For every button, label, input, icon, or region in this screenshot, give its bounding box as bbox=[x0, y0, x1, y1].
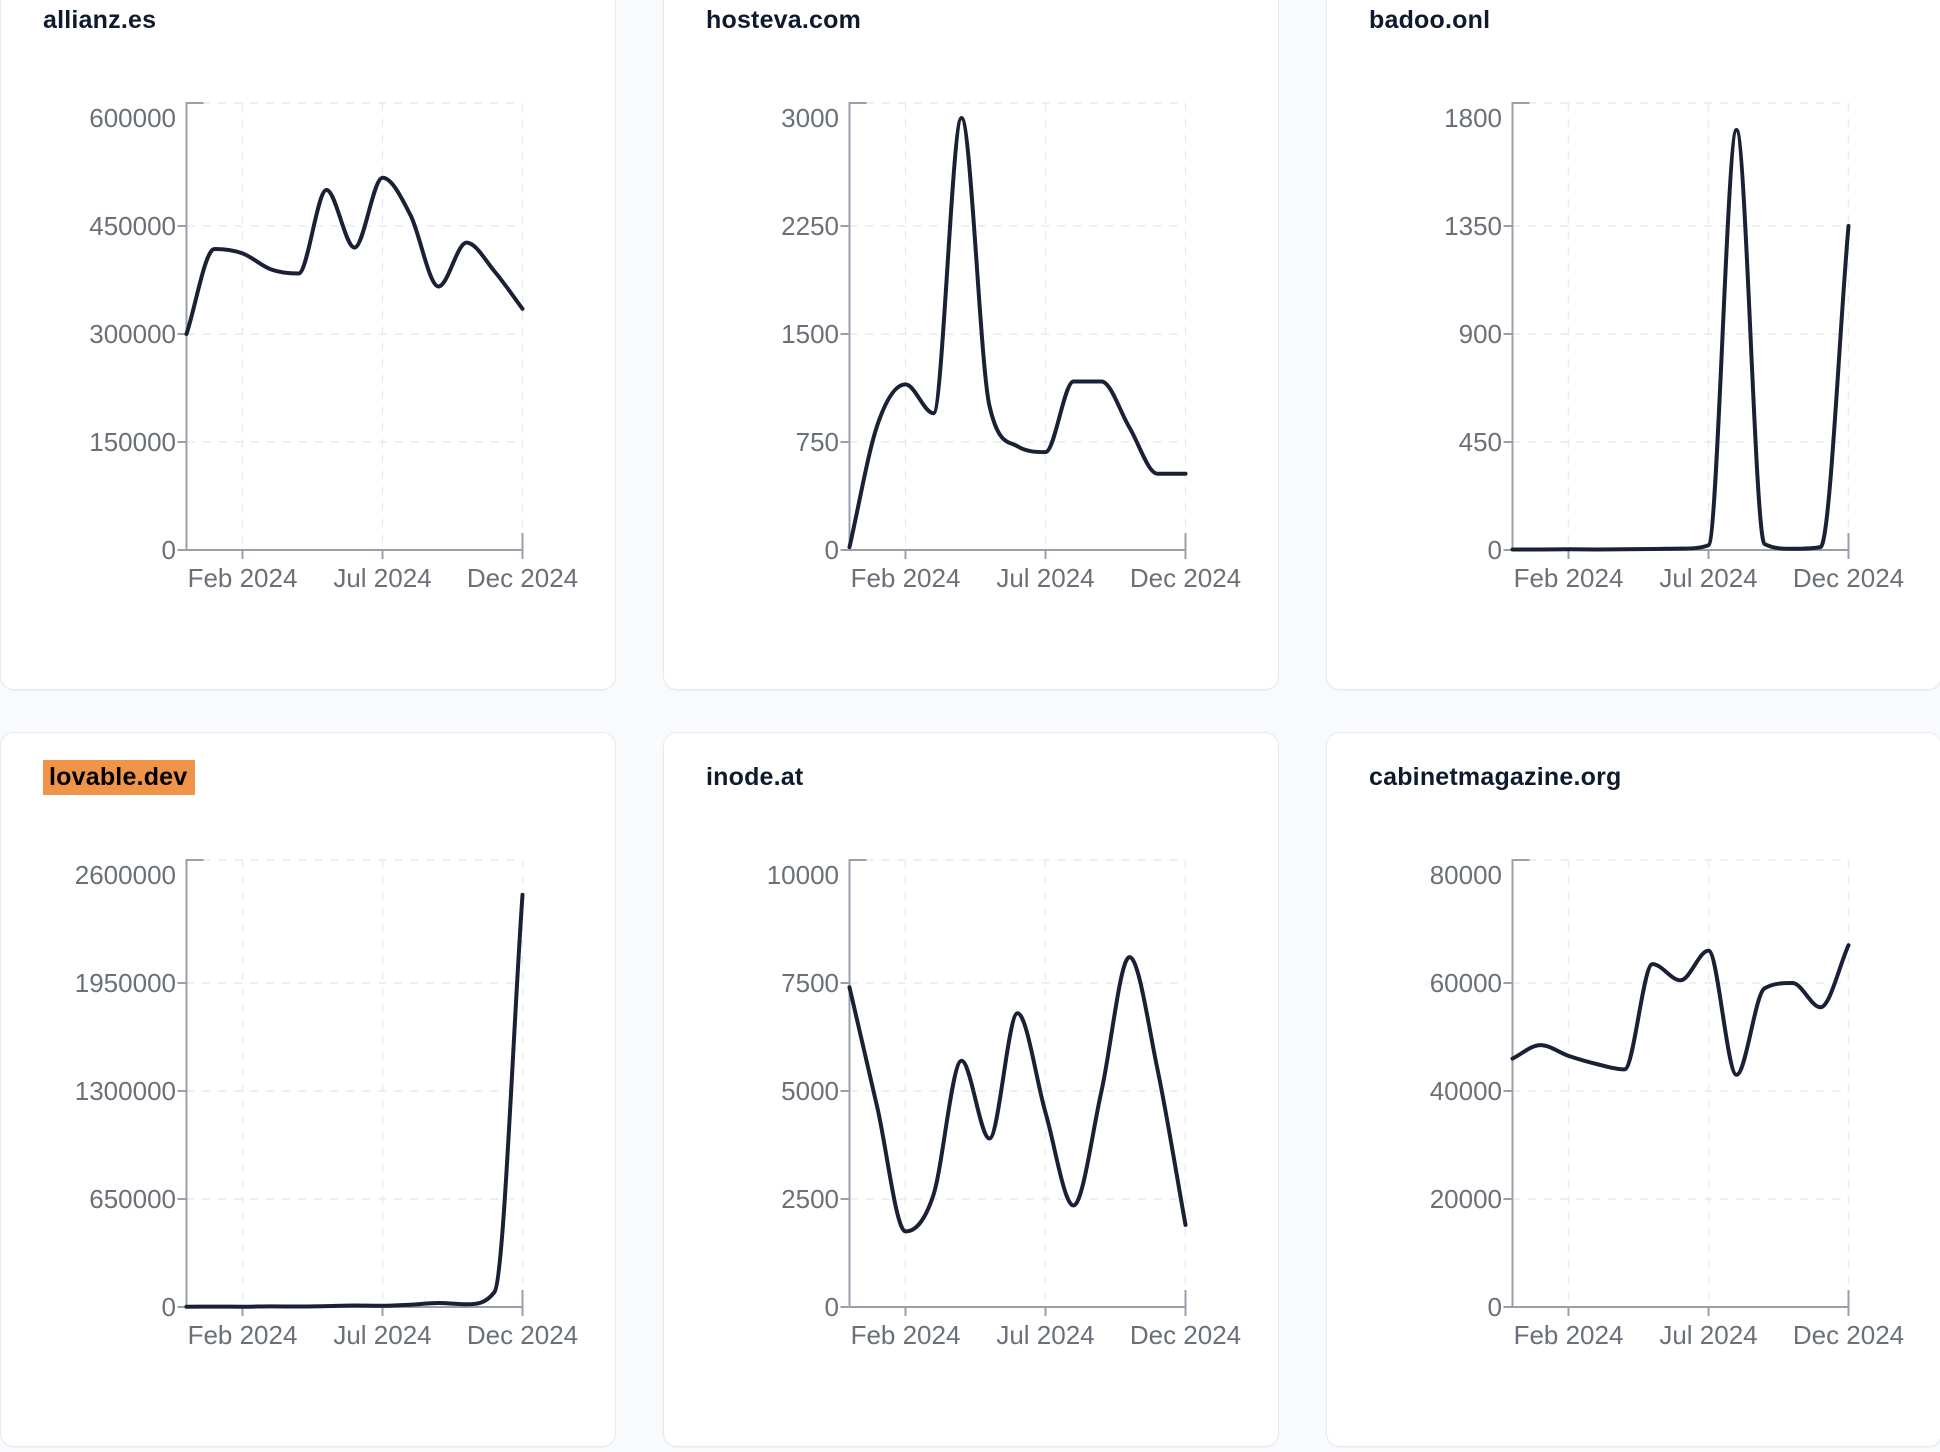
card-title: badoo.onl bbox=[1369, 6, 1490, 35]
x-axis-tick-label: Jul 2024 bbox=[1659, 563, 1757, 593]
y-axis-tick-label: 2250 bbox=[781, 211, 839, 241]
axis-lines bbox=[185, 102, 524, 551]
y-axis-tick-label: 7500 bbox=[781, 968, 839, 998]
card-title: cabinetmagazine.org bbox=[1369, 763, 1621, 792]
y-axis-tick-label: 1300000 bbox=[75, 1076, 176, 1106]
line-chart: 0 2500 5000 7500 10000 Feb 2024 Jul 2024 Dec 20… bbox=[767, 859, 1241, 1350]
y-axis-tick-label: 3000 bbox=[781, 103, 839, 133]
domain-chart-card: cabinetmagazine.org 0 20000 40000 60000 8000… bbox=[1326, 732, 1940, 1447]
x-axis-tick-label: Jul 2024 bbox=[333, 563, 431, 593]
y-axis-tick-label: 2500 bbox=[781, 1184, 839, 1214]
card-title: inode.at bbox=[706, 763, 803, 792]
card-title-text: badoo.onl bbox=[1369, 6, 1491, 34]
x-axis-tick-label: Dec 2024 bbox=[1793, 1320, 1904, 1350]
y-axis-tick-label: 5000 bbox=[781, 1076, 839, 1106]
x-axis-tick-label: Feb 2024 bbox=[188, 1320, 298, 1350]
y-axis-tick-label: 80000 bbox=[1430, 860, 1502, 890]
x-axis-tick-label: Dec 2024 bbox=[467, 1320, 578, 1350]
card-title: lovable.dev bbox=[43, 760, 196, 795]
x-axis-tick-label: Jul 2024 bbox=[996, 563, 1094, 593]
x-axis-tick-label: Dec 2024 bbox=[1130, 1320, 1241, 1350]
y-axis-tick-label: 300000 bbox=[89, 319, 176, 349]
x-axis-tick-label: Feb 2024 bbox=[1514, 563, 1624, 593]
y-axis-tick-label: 0 bbox=[1488, 1292, 1502, 1322]
domain-chart-card: lovable.dev 0 650000 1300000 1950000 2600000… bbox=[0, 732, 616, 1447]
line-chart: 0 20000 40000 60000 80000 Feb 2024 Jul 2024 Dec… bbox=[1430, 859, 1904, 1350]
card-title-text: cabinetmagazine.org bbox=[1369, 763, 1622, 791]
y-axis-tick-label: 650000 bbox=[89, 1184, 176, 1214]
data-line bbox=[184, 175, 525, 336]
y-axis-tick-label: 1500 bbox=[781, 319, 839, 349]
domain-chart-card: allianz.es 0 150000 300000 450000 600000 Feb … bbox=[0, 0, 616, 690]
x-axis-tick-label: Dec 2024 bbox=[467, 563, 578, 593]
data-line bbox=[847, 116, 1188, 550]
y-axis-tick-label: 2600000 bbox=[75, 860, 176, 890]
x-axis-tick-label: Feb 2024 bbox=[188, 563, 298, 593]
domain-chart-card: inode.at 0 2500 5000 7500 10000 Feb 2024 Jul 2… bbox=[663, 732, 1279, 1447]
y-axis-tick-label: 10000 bbox=[767, 860, 839, 890]
y-axis-tick-label: 0 bbox=[162, 1292, 176, 1322]
y-axis-tick-label: 60000 bbox=[1430, 968, 1502, 998]
card-title-text: hosteva.com bbox=[706, 6, 862, 34]
y-axis-tick-label: 1950000 bbox=[75, 968, 176, 998]
y-axis-tick-label: 40000 bbox=[1430, 1076, 1502, 1106]
x-axis-tick-label: Jul 2024 bbox=[996, 1320, 1094, 1350]
y-axis-tick-label: 450000 bbox=[89, 211, 176, 241]
y-axis-tick-label: 0 bbox=[162, 535, 176, 565]
y-axis-tick-label: 750 bbox=[796, 427, 839, 457]
data-line bbox=[847, 955, 1188, 1234]
data-line bbox=[184, 892, 525, 1309]
y-axis-tick-label: 600000 bbox=[89, 103, 176, 133]
y-axis-tick-label: 450 bbox=[1459, 427, 1502, 457]
x-axis-tick-label: Jul 2024 bbox=[1659, 1320, 1757, 1350]
axis-lines bbox=[1511, 859, 1850, 1308]
x-axis-tick-label: Feb 2024 bbox=[1514, 1320, 1624, 1350]
card-title-text: inode.at bbox=[706, 763, 804, 791]
x-axis-tick-label: Dec 2024 bbox=[1793, 563, 1904, 593]
card-title-text: allianz.es bbox=[43, 6, 157, 34]
line-chart: 0 150000 300000 450000 600000 Feb 2024 Jul 202… bbox=[89, 102, 578, 593]
data-line bbox=[1510, 943, 1851, 1077]
card-title-text: lovable.dev bbox=[43, 760, 196, 795]
data-line bbox=[1510, 128, 1851, 552]
x-axis-tick-label: Feb 2024 bbox=[851, 1320, 961, 1350]
y-axis-tick-label: 900 bbox=[1459, 319, 1502, 349]
y-axis-tick-label: 1800 bbox=[1444, 103, 1502, 133]
axis-lines bbox=[185, 859, 524, 1308]
y-axis-tick-label: 0 bbox=[825, 1292, 839, 1322]
line-chart: 0 650000 1300000 1950000 2600000 Feb 2024 Jul … bbox=[75, 859, 578, 1350]
y-axis-tick-label: 1350 bbox=[1444, 211, 1502, 241]
x-axis-tick-label: Feb 2024 bbox=[851, 563, 961, 593]
y-axis-tick-label: 0 bbox=[825, 535, 839, 565]
x-axis-tick-label: Jul 2024 bbox=[333, 1320, 431, 1350]
y-axis-tick-label: 20000 bbox=[1430, 1184, 1502, 1214]
axis-lines bbox=[1511, 102, 1850, 551]
line-chart: 0 450 900 1350 1800 Feb 2024 Jul 2024 Dec 2024 bbox=[1444, 102, 1904, 593]
axis-lines bbox=[848, 859, 1187, 1308]
line-chart: 0 750 1500 2250 3000 Feb 2024 Jul 2024 Dec 2024 bbox=[781, 102, 1241, 593]
x-axis-tick-label: Dec 2024 bbox=[1130, 563, 1241, 593]
axis-lines bbox=[848, 102, 1187, 551]
y-axis-tick-label: 0 bbox=[1488, 535, 1502, 565]
card-title: allianz.es bbox=[43, 6, 156, 35]
y-axis-tick-label: 150000 bbox=[89, 427, 176, 457]
domain-chart-card: badoo.onl 0 450 900 1350 1800 Feb 2024 Jul 202… bbox=[1326, 0, 1940, 690]
card-title: hosteva.com bbox=[706, 6, 861, 35]
domain-chart-card: hosteva.com 0 750 1500 2250 3000 Feb 2024 Jul … bbox=[663, 0, 1279, 690]
